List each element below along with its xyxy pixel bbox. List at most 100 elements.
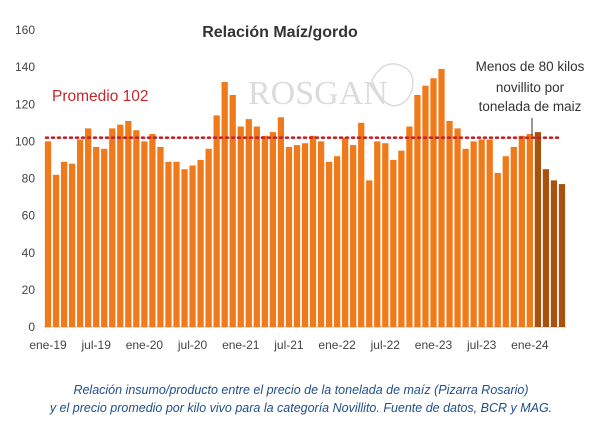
x-axis: ene-19 jul-19 ene-20 jul-20 ene-21 jul-21 ene-… bbox=[29, 326, 566, 352]
x-tick-label: jul-19 bbox=[81, 338, 112, 352]
bar bbox=[245, 119, 252, 327]
bar bbox=[253, 126, 260, 328]
bar bbox=[366, 180, 373, 327]
y-tick-label: 80 bbox=[22, 172, 36, 186]
bar bbox=[229, 94, 236, 327]
bar bbox=[93, 146, 100, 327]
y-tick-label: 140 bbox=[15, 60, 35, 74]
annotation-text: Menos de 80 kilos novillito por tonelada d… bbox=[476, 59, 585, 136]
caption-line-1: Relación insumo/producto entre el precio… bbox=[73, 383, 529, 397]
bar bbox=[518, 135, 525, 327]
y-tick-label: 40 bbox=[22, 246, 36, 260]
bar bbox=[60, 161, 68, 327]
bar bbox=[382, 143, 389, 327]
bar bbox=[117, 124, 124, 327]
bar bbox=[333, 156, 341, 327]
bar bbox=[68, 163, 76, 327]
bull-logo-icon bbox=[371, 63, 414, 107]
bar bbox=[125, 120, 132, 328]
bar bbox=[462, 148, 469, 327]
rosgan-watermark: ROSGAN bbox=[248, 63, 414, 112]
bar bbox=[398, 150, 405, 327]
x-tick-label: ene-23 bbox=[415, 338, 453, 352]
bar bbox=[502, 156, 509, 327]
bar bbox=[189, 165, 196, 327]
bar bbox=[157, 146, 164, 327]
bar bbox=[486, 139, 493, 327]
x-tick-label: ene-24 bbox=[511, 338, 549, 352]
y-tick-label: 160 bbox=[15, 23, 35, 37]
caption-line-2: y el precio promedio por kilo vivo para … bbox=[49, 401, 553, 415]
y-tick-label: 0 bbox=[28, 320, 35, 334]
chart-title: Relación Maíz/gordo bbox=[202, 24, 358, 41]
bar bbox=[173, 161, 180, 327]
bar bbox=[261, 135, 268, 327]
bar bbox=[454, 128, 461, 327]
x-tick-label: ene-22 bbox=[318, 338, 356, 352]
bar bbox=[301, 143, 309, 327]
bar bbox=[293, 145, 301, 327]
bar bbox=[534, 132, 542, 327]
bar bbox=[430, 78, 437, 327]
bar bbox=[550, 180, 558, 327]
bar bbox=[358, 122, 365, 327]
bar bbox=[510, 146, 517, 327]
y-tick-label: 20 bbox=[22, 283, 36, 297]
x-tick-label: ene-19 bbox=[29, 338, 67, 352]
bar bbox=[406, 126, 413, 328]
bar bbox=[325, 161, 333, 327]
average-label: Promedio 102 bbox=[52, 88, 149, 105]
bar bbox=[181, 169, 188, 327]
bar bbox=[213, 115, 220, 327]
bar bbox=[237, 126, 244, 328]
x-tick-label: jul-22 bbox=[370, 338, 401, 352]
annotation-line: tonelada de maiz bbox=[479, 99, 582, 114]
bar bbox=[277, 117, 285, 328]
bar bbox=[309, 135, 317, 327]
bar bbox=[350, 145, 357, 327]
bar bbox=[494, 172, 501, 327]
bar bbox=[390, 159, 397, 327]
bar-chart: ROSGAN Relación Maíz/gordo 0 20 40 60 80 100 1… bbox=[15, 23, 585, 352]
y-tick-label: 60 bbox=[22, 209, 36, 223]
bar bbox=[77, 139, 84, 327]
bar bbox=[470, 141, 477, 328]
bar-series bbox=[44, 68, 566, 328]
bar bbox=[438, 68, 445, 327]
bar bbox=[414, 94, 421, 327]
x-tick-label: jul-20 bbox=[177, 338, 208, 352]
bar bbox=[44, 141, 52, 328]
bar bbox=[317, 141, 325, 328]
bar bbox=[542, 169, 550, 327]
bar bbox=[558, 184, 566, 327]
bar bbox=[141, 141, 148, 328]
y-tick-label: 120 bbox=[15, 97, 35, 111]
bar bbox=[205, 148, 212, 327]
x-tick-label: jul-23 bbox=[466, 338, 497, 352]
bar bbox=[101, 148, 108, 327]
bar bbox=[197, 159, 204, 327]
bar bbox=[478, 139, 485, 327]
annotation-line: Menos de 80 kilos bbox=[476, 59, 585, 74]
y-axis: 0 20 40 60 80 100 120 140 160 bbox=[15, 23, 35, 334]
bar bbox=[446, 120, 453, 328]
bar bbox=[342, 137, 349, 327]
watermark-text: ROSGAN bbox=[248, 75, 388, 112]
bar bbox=[85, 128, 92, 327]
bar bbox=[374, 141, 381, 328]
x-tick-label: ene-20 bbox=[126, 338, 164, 352]
bar bbox=[109, 128, 116, 327]
x-tick-label: ene-21 bbox=[222, 338, 260, 352]
bar bbox=[285, 146, 293, 327]
bar bbox=[422, 85, 429, 327]
y-tick-label: 100 bbox=[15, 134, 35, 148]
annotation-line: novillito por bbox=[496, 80, 565, 95]
bar bbox=[52, 174, 60, 327]
bar bbox=[526, 133, 533, 327]
bar bbox=[269, 132, 276, 327]
x-tick-label: jul-21 bbox=[273, 338, 304, 352]
bar bbox=[133, 130, 140, 327]
bar bbox=[221, 81, 228, 327]
bar bbox=[165, 161, 172, 327]
bar bbox=[149, 133, 156, 327]
